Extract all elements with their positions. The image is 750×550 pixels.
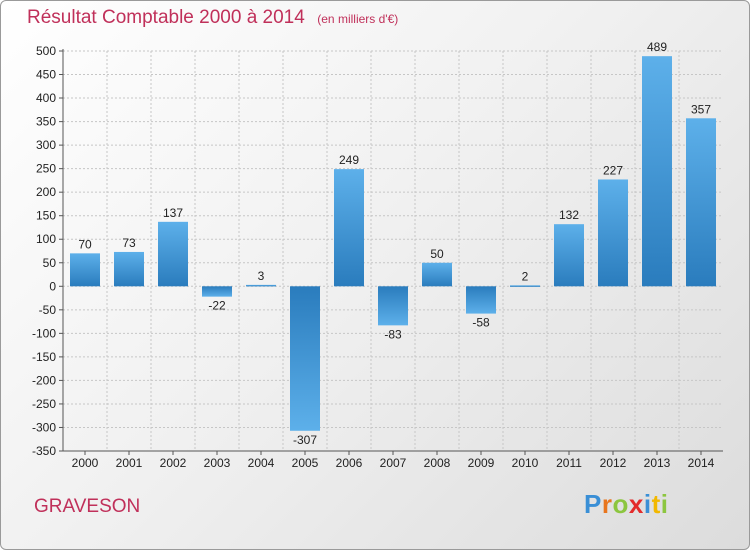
bar-2000 [70,253,100,287]
logo-letter: o [612,489,629,519]
y-tick-label: 450 [36,68,56,82]
commune-name: GRAVESON [34,496,141,517]
bar-2003 [202,286,232,297]
y-tick-label: -100 [32,326,56,340]
x-tick-label-2007: 2007 [380,456,407,470]
bar-2002 [158,221,188,287]
y-tick-label: 150 [36,209,56,223]
logo-letter: i [660,489,669,519]
x-tick-label-2003: 2003 [204,456,231,470]
x-tick-label-2013: 2013 [644,456,671,470]
bar-2008 [422,262,452,287]
bar-2013 [642,56,672,287]
bar-2009 [466,286,496,314]
y-tick-label: -150 [32,350,56,364]
title-main: Résultat Comptable 2000 à 2014 [27,7,305,28]
bars-group: 70 73 137 -22 3 -307 249 -83 50 -58 2 132 227 489 357 [70,40,716,447]
bar-2001 [114,251,144,287]
y-tick-label: -300 [32,420,56,434]
x-tick-label-2011: 2011 [556,456,582,470]
x-tick-label-2004: 2004 [248,456,275,470]
logo-letter: r [601,489,613,519]
value-label-2006: 249 [339,153,359,167]
title-unit: (en milliers d'€) [317,12,399,26]
x-tick-label-2000: 2000 [72,456,99,470]
x-tick-label-2002: 2002 [160,456,187,470]
x-tick-label-2010: 2010 [512,456,539,470]
y-tick-label: 500 [36,44,56,58]
value-label-2008: 50 [430,247,444,261]
axes: 500450400350300250200150100500-50-100-15… [32,44,723,470]
x-tick-label-2012: 2012 [600,456,627,470]
value-label-2000: 70 [78,237,92,251]
logo-letter: t [651,489,661,519]
logo-letter: x [628,489,644,519]
y-tick-label: -200 [32,373,56,387]
y-tick-label: -50 [39,303,57,317]
y-tick-label: 50 [43,256,57,270]
value-label-2002: 137 [163,206,183,220]
x-tick-label-2001: 2001 [116,456,143,470]
value-label-2007: -83 [384,327,402,341]
bar-2012 [598,179,628,287]
bar-2011 [554,224,584,287]
value-label-2005: -307 [293,433,317,447]
bar-2006 [334,169,364,287]
x-tick-label-2005: 2005 [292,456,319,470]
value-label-2013: 489 [647,40,667,54]
value-label-2009: -58 [472,316,490,330]
y-tick-label: -350 [32,444,56,458]
bar-2010 [510,285,540,287]
value-label-2012: 227 [603,163,623,177]
bar-2004 [246,284,276,287]
x-tick-label-2008: 2008 [424,456,451,470]
x-tick-label-2014: 2014 [688,456,715,470]
gridlines [63,50,723,452]
y-tick-label: 250 [36,162,56,176]
y-tick-label: -250 [32,397,56,411]
bar-2014 [686,118,716,287]
value-label-2001: 73 [122,236,136,250]
value-label-2010: 2 [522,269,529,283]
proxiti-logo: Proxiti [584,489,668,520]
y-tick-label: 200 [36,185,56,199]
bar-2005 [290,286,320,431]
chart-title: Résultat Comptable 2000 à 2014 (en milli… [27,7,398,29]
x-tick-label-2009: 2009 [468,456,495,470]
bar-2007 [378,286,408,326]
logo-letter: i [643,489,652,519]
value-label-2003: -22 [208,299,226,313]
x-tick-label-2006: 2006 [336,456,363,470]
value-label-2004: 3 [258,269,265,283]
y-tick-label: 0 [49,279,56,293]
logo-letter: P [584,489,602,519]
y-tick-label: 400 [36,91,56,105]
value-label-2011: 132 [559,208,579,222]
y-tick-label: 300 [36,138,56,152]
y-tick-label: 350 [36,115,56,129]
y-tick-label: 100 [36,232,56,246]
value-label-2014: 357 [691,102,711,116]
